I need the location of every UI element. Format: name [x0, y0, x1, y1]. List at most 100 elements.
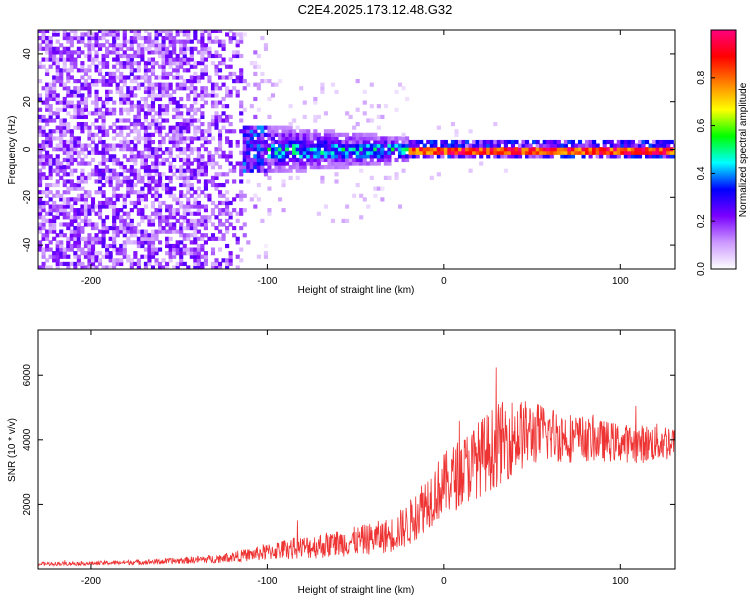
heatmap-cell — [239, 247, 244, 252]
heatmap-cell — [168, 150, 173, 155]
heatmap-cell — [55, 75, 60, 80]
heatmap-cell — [228, 211, 233, 216]
heatmap-cell — [172, 136, 177, 141]
heatmap-cell — [422, 143, 427, 148]
heatmap-cell — [210, 93, 216, 98]
heatmap-cell — [228, 161, 233, 166]
heatmap-cell — [221, 39, 226, 44]
heatmap-cell — [101, 30, 106, 33]
heatmap-cell — [136, 68, 141, 73]
heatmap-cell — [196, 125, 201, 130]
heatmap-cell — [73, 233, 78, 238]
heatmap-cell — [203, 168, 208, 173]
heatmap-cell — [73, 243, 78, 249]
heatmap-cell — [641, 143, 646, 148]
heatmap-cell — [105, 32, 110, 37]
heatmap-cell — [129, 107, 134, 112]
heatmap-cell — [45, 186, 50, 191]
heatmap-cell — [221, 222, 226, 227]
heatmap-cell — [313, 157, 318, 163]
heatmap-cell — [147, 86, 152, 91]
heatmap-cell — [143, 104, 148, 109]
heatmap-cell — [143, 136, 148, 141]
heatmap-cell — [83, 68, 89, 73]
heatmap-cell — [41, 154, 46, 159]
heatmap-cell — [101, 229, 106, 234]
heatmap-x-tick-label: 100 — [612, 276, 629, 287]
heatmap-cell — [52, 215, 57, 220]
heatmap-cell — [45, 107, 50, 112]
heatmap-cell — [80, 129, 85, 134]
heatmap-cell — [119, 89, 124, 94]
heatmap-cell — [69, 197, 74, 202]
heatmap-cell — [496, 150, 501, 155]
heatmap-cell — [246, 139, 251, 145]
heatmap-cell — [136, 82, 141, 87]
heatmap-cell — [468, 147, 473, 152]
heatmap-cell — [76, 236, 81, 241]
heatmap-cell — [387, 139, 392, 145]
heatmap-cell — [306, 154, 311, 159]
heatmap-cell — [376, 154, 381, 159]
heatmap-cell — [136, 243, 141, 249]
heatmap-cell — [52, 46, 57, 51]
heatmap-cell — [157, 30, 163, 33]
heatmap-cell — [203, 254, 208, 259]
heatmap-cell — [140, 179, 145, 184]
heatmap-cell — [80, 143, 85, 148]
heatmap-cell — [450, 147, 456, 152]
heatmap-cell — [648, 154, 653, 159]
heatmap-cell — [645, 150, 650, 155]
heatmap-cell — [422, 147, 427, 152]
heatmap-cell — [652, 154, 657, 159]
heatmap-cell — [207, 197, 212, 202]
heatmap-cell — [80, 247, 85, 252]
heatmap-cell — [239, 75, 244, 80]
heatmap-cell — [539, 150, 544, 155]
heatmap-cell — [182, 204, 187, 209]
heatmap-cell — [203, 57, 208, 62]
heatmap-cell — [143, 247, 148, 252]
heatmap-cell — [341, 150, 346, 155]
heatmap-cell — [436, 147, 441, 152]
heatmap-cell — [143, 204, 148, 209]
heatmap-cell — [101, 193, 106, 198]
snr-y-tick-label: 2000 — [22, 493, 33, 516]
heatmap-cell — [380, 154, 385, 159]
heatmap-cell — [189, 182, 194, 188]
heatmap-cell — [87, 236, 92, 241]
heatmap-cell — [52, 96, 57, 102]
heatmap-cell — [143, 89, 148, 94]
heatmap-cell — [482, 143, 487, 148]
heatmap-cell — [48, 64, 53, 69]
heatmap-cell — [154, 236, 159, 241]
heatmap-cell — [66, 53, 71, 59]
heatmap-cell — [563, 143, 568, 148]
heatmap-cell — [80, 197, 85, 202]
heatmap-cell — [69, 179, 74, 184]
heatmap-cell — [136, 150, 141, 155]
heatmap-cell — [253, 96, 258, 102]
heatmap-cell — [140, 186, 145, 191]
heatmap-cell — [41, 30, 46, 33]
heatmap-cell — [122, 143, 127, 148]
heatmap-cell — [186, 157, 191, 163]
heatmap-cell — [143, 118, 148, 123]
heatmap-cell — [83, 218, 89, 223]
heatmap-cell — [246, 154, 251, 159]
heatmap-cell — [154, 96, 159, 102]
heatmap-cell — [48, 118, 53, 123]
heatmap-cell — [133, 240, 138, 245]
heatmap-cell — [630, 147, 636, 152]
heatmap-cell — [613, 154, 618, 159]
heatmap-cell — [419, 150, 424, 155]
heatmap-cell — [193, 32, 198, 37]
heatmap-cell — [214, 125, 219, 130]
heatmap-cell — [457, 139, 463, 145]
heatmap-cell — [150, 175, 156, 180]
heatmap-cell — [175, 200, 180, 206]
heatmap-cell — [175, 39, 180, 44]
heatmap-cell — [362, 111, 367, 116]
heatmap-cell — [87, 86, 92, 91]
heatmap-cell — [45, 233, 50, 238]
